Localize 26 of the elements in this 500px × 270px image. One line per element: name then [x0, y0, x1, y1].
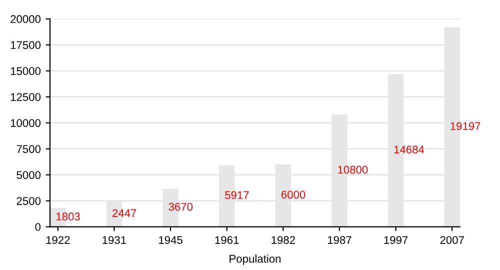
x-axis-title: Population [230, 254, 281, 265]
y-tick-label: 12500 [10, 93, 41, 101]
data-label: 3670 [168, 202, 193, 211]
x-tick-label: 1945 [159, 236, 182, 244]
data-label: 10800 [338, 166, 368, 174]
y-tick-label: 17500 [10, 41, 41, 50]
x-tick-label: 2007 [440, 236, 464, 244]
x-tick-label: 1922 [46, 236, 70, 244]
x-tick-label: 1987 [328, 236, 352, 244]
data-label: 1803 [56, 212, 80, 220]
data-label: 5917 [225, 191, 249, 200]
y-tick-label: 5000 [16, 171, 41, 179]
data-label: 19197 [450, 122, 480, 130]
y-tick-label: 15000 [10, 67, 41, 76]
y-tick-label: 20000 [10, 15, 41, 24]
data-label: 14684 [394, 146, 424, 154]
y-tick-label: 7500 [16, 145, 41, 153]
y-tick-label: 0 [35, 223, 41, 231]
x-tick-label: 1982 [272, 236, 295, 244]
data-label: 2447 [112, 209, 136, 217]
y-tick-label: 10000 [10, 119, 41, 127]
x-tick-label: 1931 [102, 236, 126, 244]
y-tick-label: 2500 [16, 197, 41, 205]
data-label: 6000 [281, 190, 306, 199]
x-tick-label: 1997 [384, 236, 408, 244]
x-tick-label: 1961 [215, 236, 239, 244]
